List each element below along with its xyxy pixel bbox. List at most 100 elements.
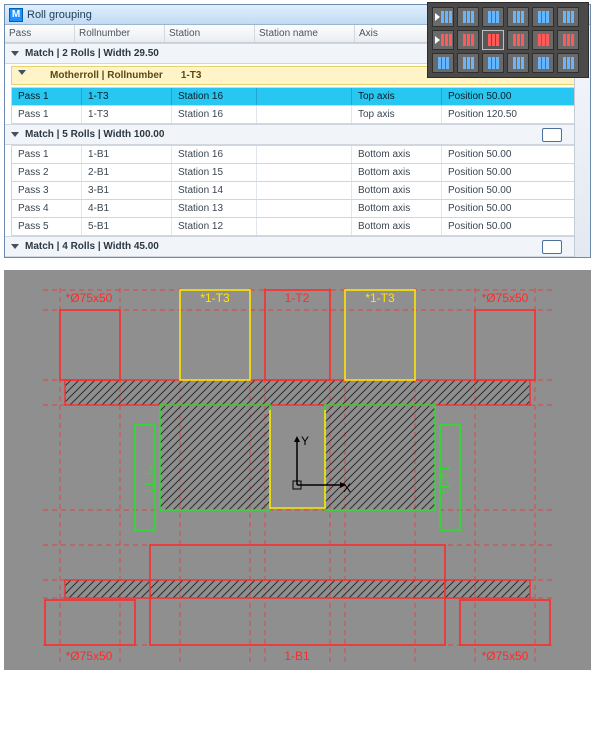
table-cell <box>257 106 352 123</box>
caret-down-icon <box>11 51 19 56</box>
bars-icon <box>463 11 474 23</box>
tool-button[interactable] <box>557 53 579 73</box>
table-cell: Top axis <box>352 106 442 123</box>
cad-label: 1-T2 <box>285 291 310 305</box>
table-cell: 3-B1 <box>82 182 172 199</box>
cad-label: *1-T3 <box>200 291 230 305</box>
cad-label: *Ø75x50 <box>482 649 529 663</box>
group-preview-box[interactable] <box>542 240 562 254</box>
tool-button[interactable] <box>432 7 454 27</box>
table-row[interactable]: Pass 11-B1Station 16Bottom axisPosition … <box>11 145 584 164</box>
tool-button[interactable] <box>482 53 504 73</box>
table-cell: 5-B1 <box>82 218 172 235</box>
cad-label: Y <box>301 434 309 448</box>
table-cell: Station 16 <box>172 88 257 105</box>
cad-label: 1-B1 <box>284 649 310 663</box>
bars-icon <box>441 11 452 23</box>
table-cell: Station 12 <box>172 218 257 235</box>
table-cell <box>257 182 352 199</box>
column-header[interactable]: Station <box>165 25 255 42</box>
caret-down-icon <box>11 244 19 249</box>
group-header[interactable]: Match | 4 Rolls | Width 45.00 <box>5 236 590 257</box>
tool-button[interactable] <box>507 53 529 73</box>
tool-button[interactable] <box>557 30 579 50</box>
column-header[interactable]: Pass <box>5 25 75 42</box>
table-cell: 4-B1 <box>82 200 172 217</box>
tool-button[interactable] <box>457 30 479 50</box>
table-cell: 1-B1 <box>82 146 172 163</box>
table-cell <box>257 88 352 105</box>
table-cell: Position 50.00 <box>442 164 542 181</box>
tool-button[interactable] <box>507 7 529 27</box>
bars-icon <box>441 34 452 46</box>
table-cell: 1-T3 <box>82 106 172 123</box>
app-icon: M <box>9 8 23 22</box>
caret-down-icon <box>11 132 19 137</box>
tool-button[interactable] <box>457 7 479 27</box>
table-cell <box>257 146 352 163</box>
table-cell: Top axis <box>352 88 442 105</box>
bars-icon <box>463 57 474 69</box>
caret-down-icon <box>18 70 26 75</box>
cad-viewport-wrap: *Ø75x50*1-T31-T2*1-T3*Ø75x50*Ø75x501-B1*… <box>0 270 595 676</box>
table-cell: Position 120.50 <box>442 106 542 123</box>
tool-button[interactable] <box>557 7 579 27</box>
bars-icon <box>563 11 574 23</box>
cad-label: *Ø75x50 <box>482 291 529 305</box>
tool-button[interactable] <box>482 30 504 50</box>
play-icon <box>435 36 440 44</box>
tool-button[interactable] <box>532 30 554 50</box>
column-header[interactable]: Rollnumber <box>75 25 165 42</box>
table-row[interactable]: Pass 33-B1Station 14Bottom axisPosition … <box>11 182 584 200</box>
bars-icon <box>488 57 499 69</box>
bars-icon <box>513 57 524 69</box>
table-cell: 2-B1 <box>82 164 172 181</box>
cad-viewport[interactable]: *Ø75x50*1-T31-T2*1-T3*Ø75x50*Ø75x501-B1*… <box>4 270 591 670</box>
tool-button[interactable] <box>432 53 454 73</box>
bars-icon <box>513 34 524 46</box>
cad-label: *1-T1 <box>439 465 453 495</box>
bars-icon <box>488 34 499 46</box>
table-cell <box>257 218 352 235</box>
table-row[interactable]: Pass 55-B1Station 12 Bottom axisPosition … <box>11 218 584 236</box>
group-header[interactable]: Match | 5 Rolls | Width 100.00 <box>5 124 590 145</box>
table-cell: Station 13 <box>172 200 257 217</box>
table-cell: Station 16 <box>172 146 257 163</box>
table-row[interactable]: Pass 44-B1Station 13Bottom axisPosition … <box>11 200 584 218</box>
tool-button[interactable] <box>532 7 554 27</box>
cad-label: *Ø75x50 <box>66 649 113 663</box>
bars-icon <box>563 34 574 46</box>
table-row[interactable]: Pass 11-T3Station 16Top axisPosition 50.… <box>11 87 584 106</box>
table-cell: Pass 5 <box>12 218 82 235</box>
window-title: Roll grouping <box>27 9 92 21</box>
table-row[interactable]: Pass 11-T3Station 16Top axisPosition 120… <box>11 106 584 124</box>
table-cell: Pass 3 <box>12 182 82 199</box>
cad-label: *1-T1 <box>142 465 156 495</box>
bars-icon <box>538 11 549 23</box>
cad-label: *Ø75x50 <box>66 291 113 305</box>
table-cell: Bottom axis <box>352 218 442 235</box>
column-header[interactable]: Station name <box>255 25 355 42</box>
bars-icon <box>563 57 574 69</box>
cad-label: X <box>343 481 351 495</box>
table-row[interactable]: Pass 22-B1Station 15Bottom axisPosition … <box>11 164 584 182</box>
tool-button[interactable] <box>457 53 479 73</box>
table-cell: Pass 2 <box>12 164 82 181</box>
bars-icon <box>438 57 449 69</box>
table-cell: Position 50.00 <box>442 218 542 235</box>
group-label: Match | 4 Rolls | Width 45.00 <box>25 241 159 252</box>
bars-icon <box>513 11 524 23</box>
tool-button[interactable] <box>532 53 554 73</box>
bars-icon <box>538 57 549 69</box>
group-preview-box[interactable] <box>542 128 562 142</box>
group-label: Match | 2 Rolls | Width 29.50 <box>25 48 159 59</box>
table-cell: Position 50.00 <box>442 182 542 199</box>
tool-button[interactable] <box>507 30 529 50</box>
table-cell: Position 50.00 <box>442 200 542 217</box>
table-cell: Station 14 <box>172 182 257 199</box>
table-cell: Pass 4 <box>12 200 82 217</box>
tool-button[interactable] <box>482 7 504 27</box>
layout-toolbox <box>427 2 589 78</box>
tool-button[interactable] <box>432 30 454 50</box>
table-cell: Position 50.00 <box>442 88 542 105</box>
